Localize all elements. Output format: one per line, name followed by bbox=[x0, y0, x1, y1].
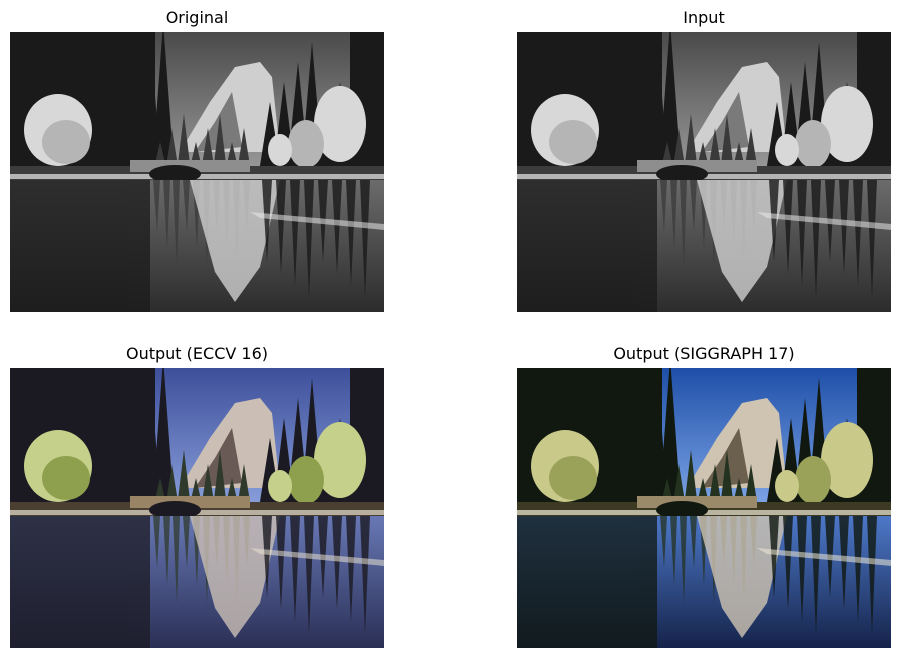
landscape-image-original bbox=[10, 32, 384, 312]
landscape-image-siggraph17 bbox=[517, 368, 891, 648]
panel-title: Original bbox=[165, 8, 229, 27]
panel-output-eccv16: Output (ECCV 16) bbox=[10, 336, 384, 656]
panel-input: Input bbox=[517, 0, 891, 320]
landscape-image-input bbox=[517, 32, 891, 312]
panel-title: Input bbox=[683, 8, 725, 27]
landscape-image-eccv16 bbox=[10, 368, 384, 648]
panel-original: Original bbox=[10, 0, 384, 320]
panel-title: Output (ECCV 16) bbox=[126, 344, 268, 363]
panel-title: Output (SIGGRAPH 17) bbox=[613, 344, 795, 363]
panel-output-siggraph17: Output (SIGGRAPH 17) bbox=[517, 336, 891, 656]
